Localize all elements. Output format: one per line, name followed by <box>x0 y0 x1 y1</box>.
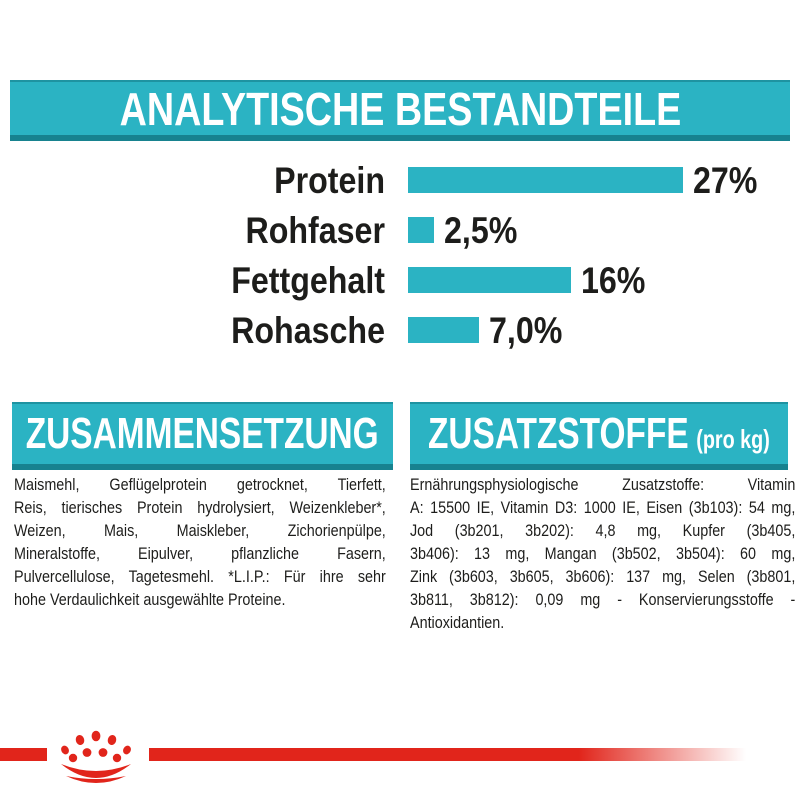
composition-text: Maismehl, Geflügelprotein getrocknet, Ti… <box>14 473 386 611</box>
additives-line: Ernährungsphysiologische Zusatzstoffe: V… <box>410 475 796 494</box>
chart-row-fettgehalt: Fettgehalt 16% <box>0 255 800 305</box>
additives-title-suffix: (pro kg) <box>696 424 770 454</box>
additives-title: ZUSATZSTOFFE (pro kg) <box>428 409 770 458</box>
chart-label-fettgehalt: Fettgehalt <box>231 259 385 301</box>
additives-banner: ZUSATZSTOFFE (pro kg) <box>410 402 788 470</box>
composition-line: Reis, tierisches Protein hydrolysiert, W… <box>14 498 386 517</box>
bar-rohfaser <box>408 217 434 243</box>
chart-value-rohfaser: 2,5% <box>444 209 518 251</box>
composition-line: Pulvercellulose, Tagetesmehl. *L.I.P.: F… <box>14 567 386 586</box>
analytical-constituents-title: ANALYTISCHE BESTANDTEILE <box>119 82 681 135</box>
additives-text: Ernährungsphysiologische Zusatzstoffe: V… <box>410 473 795 634</box>
chart-value-fettgehalt: 16% <box>581 259 646 301</box>
additives-line: 3b406): 13 mg, Mangan (3b502, 3b504): 60… <box>410 544 796 563</box>
chart-label-rohfaser: Rohfaser <box>245 209 385 251</box>
bar-rohasche <box>408 317 479 343</box>
brand-stripe-left <box>0 748 47 761</box>
additives-line: Zink (3b603, 3b605, 3b606): 137 mg, Sele… <box>410 567 796 586</box>
chart-value-protein: 27% <box>693 159 758 201</box>
brand-stripe-right <box>149 748 746 761</box>
additives-line: Jod (3b201, 3b202): 4,8 mg, Kupfer (3b40… <box>410 521 796 540</box>
composition-line: hohe Verdaulichkeit ausgewählte Proteine… <box>14 590 286 609</box>
royal-canin-crown-icon <box>61 730 131 783</box>
bar-fettgehalt <box>408 267 571 293</box>
chart-label-protein: Protein <box>274 159 385 201</box>
additives-line: Antioxidantien. <box>410 613 505 632</box>
chart-row-protein: Protein 27% <box>0 155 800 205</box>
composition-banner: ZUSAMMENSETZUNG <box>12 402 393 470</box>
analytical-constituents-chart: Protein 27% Rohfaser 2,5% Fettgehalt 16%… <box>0 155 800 355</box>
additives-line: A: 15500 IE, Vitamin D3: 1000 IE, Eisen … <box>410 498 796 517</box>
chart-label-rohasche: Rohasche <box>231 309 385 351</box>
analytical-constituents-banner: ANALYTISCHE BESTANDTEILE <box>10 80 790 141</box>
composition-line: Weizen, Mais, Maiskleber, Zichorienpülpe… <box>14 521 386 540</box>
composition-line: Mineralstoffe, Eipulver, pflanzliche Fas… <box>14 544 386 563</box>
additives-line: 3b811, 3b812): 0,09 mg - Konservierungss… <box>410 590 796 609</box>
chart-row-rohfaser: Rohfaser 2,5% <box>0 205 800 255</box>
chart-value-rohasche: 7,0% <box>489 309 563 351</box>
composition-title: ZUSAMMENSETZUNG <box>26 409 379 458</box>
composition-line: Maismehl, Geflügelprotein getrocknet, Ti… <box>14 475 386 494</box>
bar-protein <box>408 167 683 193</box>
chart-row-rohasche: Rohasche 7,0% <box>0 305 800 355</box>
